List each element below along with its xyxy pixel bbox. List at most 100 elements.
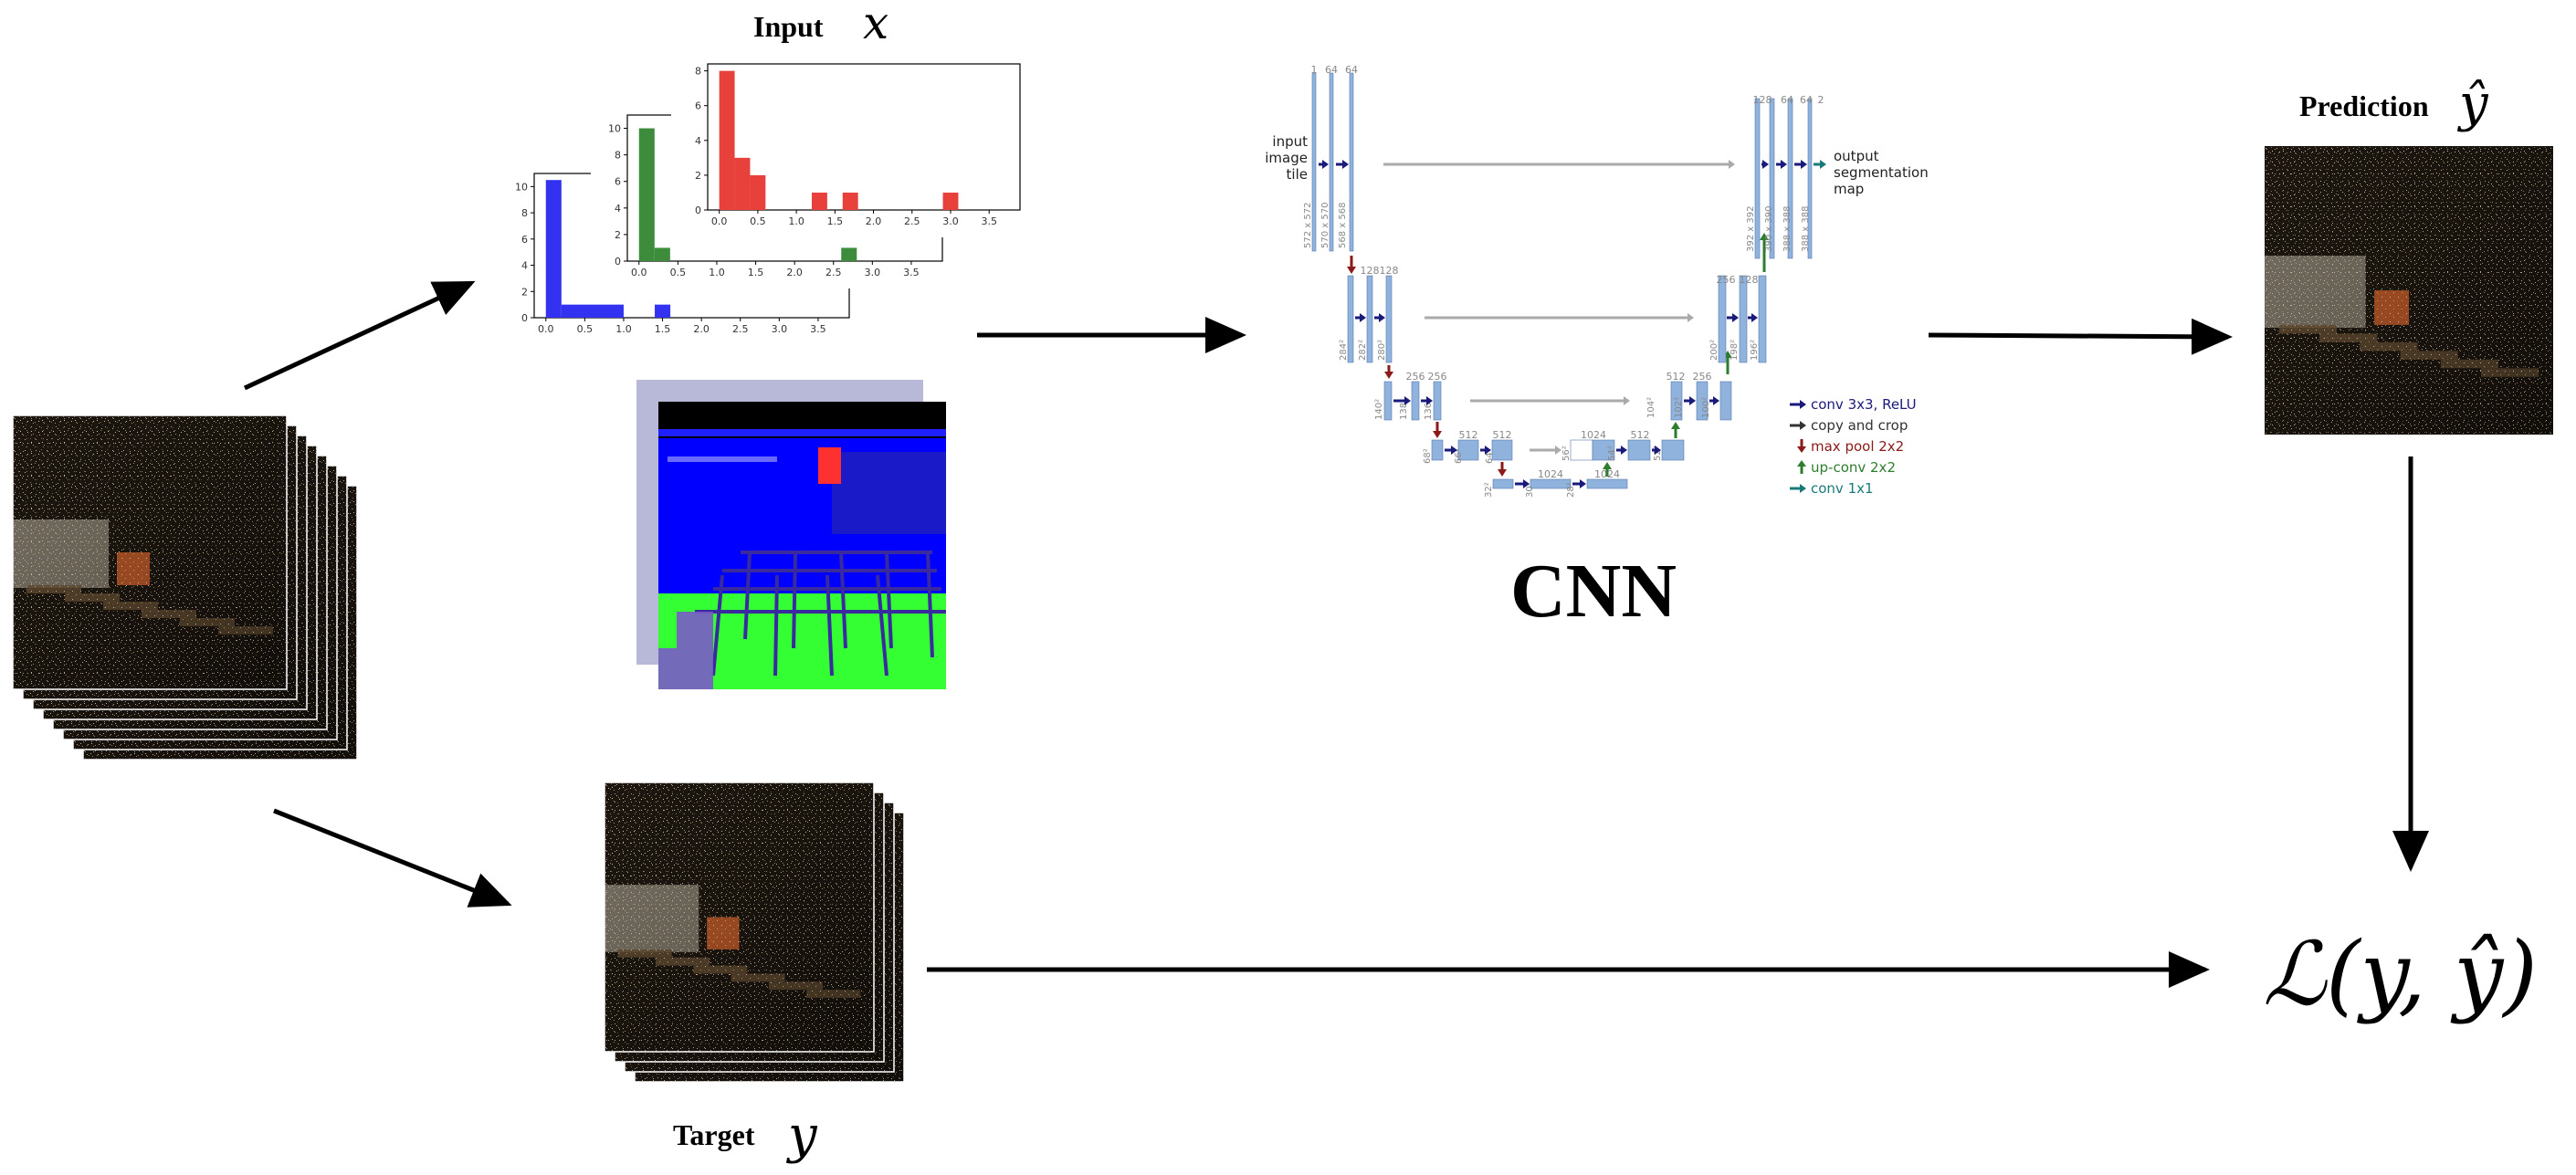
up-conv-arrow bbox=[1671, 422, 1680, 438]
target-word: Target bbox=[673, 1118, 755, 1151]
unet-channel-number: 64 bbox=[1781, 94, 1793, 106]
max-pool-arrow bbox=[1433, 422, 1442, 438]
unet-block bbox=[1329, 72, 1334, 252]
unet-dimension: 52² bbox=[1653, 446, 1663, 461]
unet-dimension: 390 x 390 bbox=[1764, 206, 1774, 252]
unet-legend-label: max pool 2x2 bbox=[1811, 438, 1904, 455]
conv-arrow bbox=[1421, 396, 1433, 405]
unet-channel-number: 256 bbox=[1428, 371, 1447, 383]
unet-dimension: 282² bbox=[1358, 340, 1368, 361]
conv-arrow bbox=[1616, 446, 1627, 455]
up-conv-arrow bbox=[1603, 462, 1612, 477]
cnn-label: CNN bbox=[1510, 549, 1677, 634]
unet-dimension: 388 x 388 bbox=[1801, 206, 1811, 252]
histogram-y-tick: 0 bbox=[695, 205, 701, 216]
unet-dimension: 392 x 392 bbox=[1746, 206, 1756, 252]
histogram-bar bbox=[638, 128, 655, 261]
prediction-label: Prediction ŷ bbox=[2299, 74, 2489, 133]
unet-block bbox=[1719, 381, 1732, 421]
unet-dimension: 198² bbox=[1730, 340, 1740, 361]
unet-block bbox=[1661, 439, 1685, 461]
unet-channel-number: 2 bbox=[1818, 94, 1824, 106]
histogram-y-tick: 2 bbox=[615, 229, 621, 241]
segmentation-mask-image bbox=[658, 402, 946, 689]
unet-output-text: output bbox=[1834, 148, 1879, 164]
target-label: Target y bbox=[673, 1106, 818, 1165]
arrow-cnn-to-prediction bbox=[1928, 318, 2233, 355]
histogram-x-tick: 2.5 bbox=[904, 215, 920, 227]
unet-output-text: segmentation bbox=[1834, 164, 1929, 181]
unet-channel-number: 512 bbox=[1667, 371, 1686, 383]
histogram-x-tick: 1.0 bbox=[709, 267, 725, 278]
unet-dimension: 66² bbox=[1454, 448, 1464, 464]
unet-channel-number: 64 bbox=[1325, 64, 1338, 76]
prediction-image bbox=[2265, 146, 2553, 435]
unet-legend-label: conv 1x1 bbox=[1811, 480, 1874, 497]
conv-arrow bbox=[1393, 396, 1411, 405]
histogram-bar bbox=[655, 304, 671, 318]
unet-legend-item: conv 3x3, ReLU bbox=[1790, 396, 1917, 413]
unet-block bbox=[1457, 439, 1479, 461]
unet-block bbox=[1696, 381, 1709, 421]
unet-block bbox=[1739, 275, 1748, 363]
unet-channel-number: 256 bbox=[1406, 371, 1425, 383]
unet-dimension: 32² bbox=[1484, 482, 1494, 498]
unet-legend-label: conv 3x3, ReLU bbox=[1811, 396, 1917, 413]
unet-legend-item: up-conv 2x2 bbox=[1797, 459, 1896, 476]
unet-dimension: 196² bbox=[1750, 340, 1760, 361]
unet-dimension: 100² bbox=[1701, 397, 1711, 418]
histogram-x-tick: 0.5 bbox=[577, 323, 594, 335]
unet-input-text: tile bbox=[1287, 166, 1308, 183]
histogram-x-tick: 3.0 bbox=[942, 215, 959, 227]
histogram-bar bbox=[942, 192, 959, 210]
histogram-x-tick: 1.0 bbox=[615, 323, 632, 335]
histogram-x-tick: 2.5 bbox=[825, 267, 842, 278]
unet-input-text: image bbox=[1265, 150, 1308, 166]
unet-block bbox=[1754, 98, 1761, 259]
unet-block bbox=[1586, 478, 1628, 489]
histogram-x-tick: 1.5 bbox=[827, 215, 844, 227]
unet-block bbox=[1787, 98, 1793, 259]
unet-block bbox=[1433, 381, 1442, 421]
conv-arrow bbox=[1794, 160, 1807, 169]
unet-block bbox=[1411, 381, 1420, 421]
conv-arrow bbox=[1709, 396, 1719, 405]
unet-block bbox=[1769, 98, 1775, 259]
unet-output-text: map bbox=[1834, 181, 1864, 197]
unet-block bbox=[1718, 275, 1727, 363]
unet-legend-item: conv 1x1 bbox=[1790, 480, 1874, 497]
unet-block bbox=[1383, 381, 1393, 421]
unet-channel-number: 64 bbox=[1800, 94, 1813, 106]
conv-arrow bbox=[1355, 313, 1366, 322]
max-pool-arrow bbox=[1347, 256, 1356, 274]
unet-dimension: 138² bbox=[1399, 399, 1409, 420]
max-pool-arrow bbox=[1498, 462, 1507, 477]
histogram-x-tick: 1.5 bbox=[655, 323, 671, 335]
prediction-symbol: ŷ bbox=[2456, 74, 2489, 133]
histogram-x-tick: 0.0 bbox=[711, 215, 728, 227]
unet-crop-block bbox=[1570, 439, 1593, 461]
unet-channel-number: 128 bbox=[1753, 94, 1772, 106]
histogram-y-tick: 6 bbox=[521, 234, 528, 246]
histogram-y-tick: 4 bbox=[521, 260, 528, 272]
input-label: Input x bbox=[753, 0, 888, 49]
unet-channel-number: 1024 bbox=[1538, 468, 1563, 480]
unet-dimension: 568 x 568 bbox=[1338, 203, 1348, 248]
unet-dimension: 140² bbox=[1374, 399, 1384, 420]
flow-arrows bbox=[243, 280, 2429, 988]
conv-arrow bbox=[1748, 313, 1758, 322]
histogram-y-tick: 2 bbox=[695, 170, 701, 182]
unet-channel-number: 256 bbox=[1693, 371, 1712, 383]
unet-dimension: 56² bbox=[1561, 446, 1572, 461]
histogram-bar bbox=[545, 180, 562, 318]
histogram-x-tick: 3.0 bbox=[865, 267, 881, 278]
prediction-word: Prediction bbox=[2299, 89, 2429, 122]
histogram-x-tick: 2.0 bbox=[866, 215, 882, 227]
histogram-x-tick: 2.0 bbox=[693, 323, 710, 335]
max-pool-arrow bbox=[1384, 365, 1393, 379]
unet-channel-number: 128 bbox=[1740, 274, 1759, 286]
unet-block bbox=[1349, 72, 1354, 252]
unet-input-text: input bbox=[1272, 133, 1308, 150]
histogram-y-tick: 2 bbox=[521, 286, 528, 298]
